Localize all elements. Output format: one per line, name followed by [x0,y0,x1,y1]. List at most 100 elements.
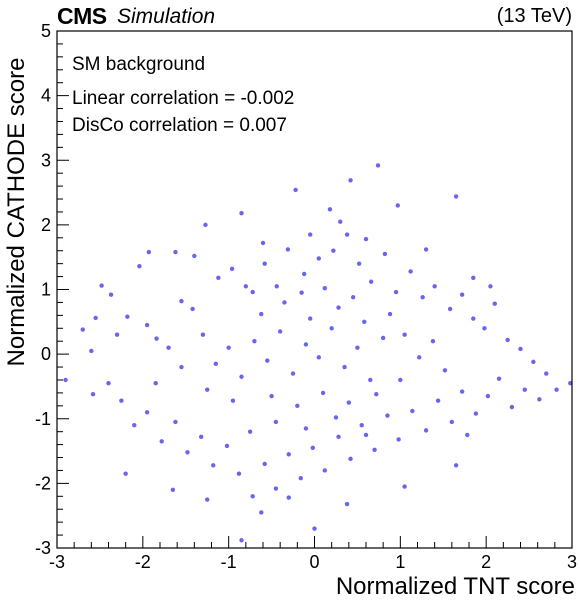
data-point [239,211,244,216]
data-point [239,538,244,543]
data-point [308,316,313,321]
data-point [488,284,493,289]
data-point [393,289,399,295]
data-point [286,495,291,500]
data-point [299,290,304,295]
data-point [114,332,120,337]
data-point [252,339,257,344]
data-point [372,447,377,452]
x-tick-label: 3 [567,552,577,572]
axis-ticks [56,30,573,549]
data-point [531,359,536,365]
data-point [459,389,465,394]
data-point [329,326,334,331]
data-point [205,497,210,502]
data-point [459,292,465,297]
data-point [432,284,437,289]
data-point [320,390,326,396]
data-point [302,271,307,277]
data-point [99,283,104,288]
status-label: Simulation [117,5,216,28]
data-point [554,387,559,392]
data-point [363,432,369,438]
data-point [496,376,502,381]
data-point [509,404,515,410]
data-point [362,319,367,325]
data-point [190,306,195,312]
data-point [338,219,343,224]
data-point [303,342,309,347]
y-tick-label: 0 [41,344,51,364]
y-tick-label: -3 [35,538,51,558]
data-point [90,391,96,397]
data-point [229,266,235,272]
data-point [303,426,309,431]
data-point [316,355,321,360]
data-point [63,377,68,383]
data-point [259,510,264,515]
data-point [395,203,400,208]
data-point [250,494,255,499]
x-tick-label: -3 [49,552,65,572]
data-point [430,339,436,344]
data-point [387,311,393,317]
data-point [226,345,231,350]
data-point [144,410,150,415]
data-point [342,364,347,370]
data-point [224,443,230,449]
data-point [80,327,85,332]
data-point [442,368,448,373]
data-point [230,398,236,403]
tick-labels: -3 -2 -1 0 1 2 3 -3 -2 -1 0 1 2 3 4 5 [35,21,577,572]
data-point [327,207,333,212]
data-point [447,306,453,312]
data-point [435,398,441,403]
data-point [273,419,279,425]
data-point [492,301,497,306]
data-point [285,247,291,252]
data-point [269,393,274,399]
data-point [402,332,407,337]
data-point [322,468,327,473]
data-point [153,381,158,386]
data-point [125,314,130,319]
x-tick-label: 0 [309,552,319,572]
data-point [465,432,470,438]
data-point [154,336,159,341]
data-point [331,248,336,253]
data-point [410,408,415,414]
data-point [273,486,279,491]
data-point [344,501,350,507]
data-point [277,329,283,334]
data-point [262,261,267,266]
data-point [290,371,296,376]
data-point [132,423,137,428]
x-tick-label: -1 [221,552,237,572]
data-point [471,275,476,281]
data-point [473,411,479,416]
y-tick-label: 4 [41,86,51,106]
data-point [402,484,407,489]
data-point [368,279,374,284]
linear-correlation-label: Linear correlation = -0.002 [72,88,295,109]
data-point [417,355,422,360]
data-point [449,419,455,425]
data-point [363,236,369,242]
data-point [356,261,362,266]
data-point [265,358,270,363]
y-tick-label: -2 [35,473,51,493]
data-point [423,428,429,433]
data-point [123,471,128,476]
data-point [522,387,527,392]
data-point [355,345,360,350]
data-point [336,434,341,440]
data-point [93,315,98,321]
data-point [482,326,487,331]
data-point [322,286,327,291]
data-point [485,393,491,399]
data-point [170,487,176,493]
data-point [173,419,178,425]
data-point [398,377,403,383]
data-point [205,387,210,392]
